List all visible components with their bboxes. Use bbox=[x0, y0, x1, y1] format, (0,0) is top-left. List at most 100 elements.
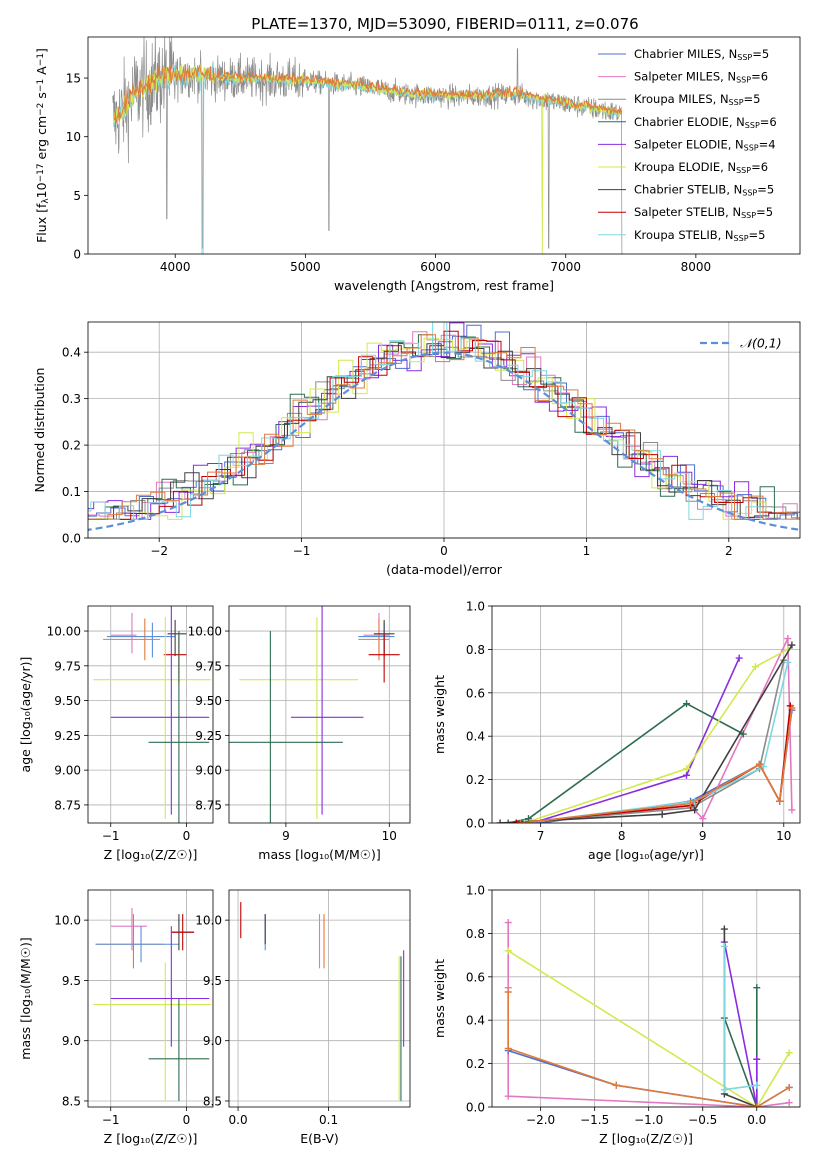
series-line bbox=[507, 950, 790, 1107]
x-tick-label: −1 bbox=[293, 544, 311, 558]
x-tick-label: 0.1 bbox=[319, 1113, 338, 1127]
series-marker bbox=[504, 1044, 512, 1052]
y-axis-label: age [log₁₀(age/yr)] bbox=[18, 657, 33, 773]
x-tick-label: 0 bbox=[183, 829, 191, 843]
y-tick-label: 9.75 bbox=[54, 659, 81, 673]
series-marker bbox=[776, 797, 784, 805]
series-marker bbox=[785, 1083, 793, 1091]
y-tick-label: 0.1 bbox=[62, 485, 81, 499]
y-tick-label: 0.2 bbox=[466, 773, 485, 787]
x-axis-label: Z [log₁₀(Z/Z☉)] bbox=[104, 1131, 198, 1146]
x-axis-label: Z [log₁₀(Z/Z☉)] bbox=[104, 847, 198, 862]
legend-label: Salpeter MILES, NSSP=6 bbox=[634, 70, 768, 85]
histogram-step bbox=[88, 337, 800, 520]
y-tick-label: 0.0 bbox=[466, 817, 485, 831]
y-tick-label: 0.2 bbox=[62, 439, 81, 453]
histogram-step bbox=[88, 334, 800, 520]
y-axis-label: mass weight bbox=[432, 675, 447, 754]
series-line bbox=[524, 648, 789, 823]
y-tick-label: 1.0 bbox=[466, 884, 485, 898]
axes-frame bbox=[87, 605, 214, 824]
series-marker bbox=[683, 765, 691, 773]
x-tick-label: 0 bbox=[183, 1113, 191, 1127]
series-marker bbox=[720, 1086, 728, 1094]
x-tick-label: −0.5 bbox=[688, 1113, 717, 1127]
series-marker bbox=[720, 925, 728, 933]
y-tick-label: 9.5 bbox=[203, 974, 222, 988]
histogram-step bbox=[88, 343, 800, 520]
series-marker bbox=[785, 1049, 793, 1057]
panel-age_vs_Z: −1 0 8.75 9.00 9.25 9.50 9.75 10.00 Z [log₁₀(Z/Z… bbox=[18, 605, 214, 862]
y-tick-label: 10.0 bbox=[195, 914, 222, 928]
x-axis-label: E(B-V) bbox=[300, 1131, 339, 1146]
y-tick-label: 8.5 bbox=[203, 1094, 222, 1108]
plot-area bbox=[112, 37, 623, 254]
y-tick-label: 0.8 bbox=[466, 643, 485, 657]
plot-area bbox=[240, 902, 405, 1101]
y-tick-label: 1.0 bbox=[466, 600, 485, 614]
x-axis-label: age [log₁₀(age/yr)] bbox=[588, 847, 704, 862]
series-marker bbox=[512, 819, 520, 823]
y-tick-label: 5 bbox=[73, 189, 81, 203]
y-tick-label: 0.0 bbox=[466, 1101, 485, 1115]
histogram-step bbox=[88, 322, 800, 520]
series-marker bbox=[739, 730, 747, 738]
series-marker bbox=[699, 815, 707, 823]
plot-area bbox=[229, 606, 400, 823]
y-tick-label: 10.0 bbox=[54, 914, 81, 928]
series-marker bbox=[788, 806, 796, 814]
x-axis-label: (data-model)/error bbox=[386, 562, 503, 577]
series-marker bbox=[785, 1099, 793, 1107]
series-line bbox=[524, 662, 789, 823]
series-marker bbox=[520, 819, 528, 823]
y-tick-label: 0 bbox=[73, 248, 81, 262]
histogram-step bbox=[88, 330, 800, 520]
y-tick-label: 9.5 bbox=[62, 974, 81, 988]
series-marker bbox=[658, 810, 666, 818]
series-line bbox=[723, 941, 758, 1107]
panel-residuals: −2 −1 0 1 2 0.0 0.1 0.2 0.3 0.4 (data-model)/error… bbox=[32, 321, 801, 577]
x-axis-label: wavelength [Angstrom, rest frame] bbox=[334, 278, 554, 293]
y-tick-label: 10.00 bbox=[188, 625, 222, 639]
x-tick-label: 8 bbox=[618, 829, 626, 843]
axes-frame bbox=[491, 605, 801, 824]
x-tick-label: 6000 bbox=[420, 260, 451, 274]
x-tick-label: −1.5 bbox=[580, 1113, 609, 1127]
y-tick-label: 0.0 bbox=[62, 532, 81, 546]
x-tick-label: −1 bbox=[102, 1113, 120, 1127]
series-marker bbox=[720, 942, 728, 950]
x-tick-label: 0.0 bbox=[229, 1113, 248, 1127]
y-tick-label: 8.75 bbox=[54, 798, 81, 812]
figure-title: PLATE=1370, MJD=53090, FIBERID=0111, z=0… bbox=[251, 15, 638, 33]
panel-mass_weight_vs_Z: −2.0 −1.5 −1.0 −0.5 0.0 0.0 0.2 0.4 0.6 0.8 1.0 Z [… bbox=[432, 884, 801, 1146]
series-marker bbox=[612, 1081, 620, 1089]
spectrum-data-line bbox=[112, 37, 623, 254]
x-tick-label: −2 bbox=[150, 544, 168, 558]
plot-area bbox=[93, 606, 211, 823]
x-tick-label: 0.0 bbox=[747, 1113, 766, 1127]
y-axis-label: mass weight bbox=[432, 959, 447, 1038]
panel-spectrum: 4000 5000 6000 7000 8000 0 5 10 15 wavelength [An… bbox=[34, 36, 801, 293]
series-marker bbox=[516, 819, 524, 823]
normal-curve bbox=[88, 351, 800, 532]
axes-frame bbox=[228, 889, 411, 1108]
y-tick-label: 0.8 bbox=[466, 927, 485, 941]
legend-label: Chabrier MILES, NSSP=5 bbox=[634, 47, 769, 62]
legend-label: Salpeter ELODIE, NSSP=4 bbox=[634, 137, 776, 152]
series-marker bbox=[788, 704, 796, 712]
y-tick-label: 0.6 bbox=[466, 970, 485, 984]
series-line bbox=[516, 705, 792, 823]
series-line bbox=[723, 987, 758, 1107]
y-tick-label: 0.4 bbox=[466, 1014, 485, 1028]
x-tick-label: 0 bbox=[440, 544, 448, 558]
y-tick-label: 10.00 bbox=[47, 625, 81, 639]
series-marker bbox=[755, 760, 763, 768]
x-tick-label: 7 bbox=[537, 829, 545, 843]
y-tick-label: 0.2 bbox=[466, 1057, 485, 1071]
series-marker bbox=[751, 663, 759, 671]
plot-area bbox=[496, 635, 796, 823]
series-marker bbox=[753, 984, 761, 992]
panel-mass_vs_Z: −1 0 8.5 9.0 9.5 10.0 Z [log₁₀(Z/Z☉)] mass [log… bbox=[18, 889, 214, 1146]
x-axis-label: mass [log₁₀(M/M☉)] bbox=[258, 847, 380, 862]
